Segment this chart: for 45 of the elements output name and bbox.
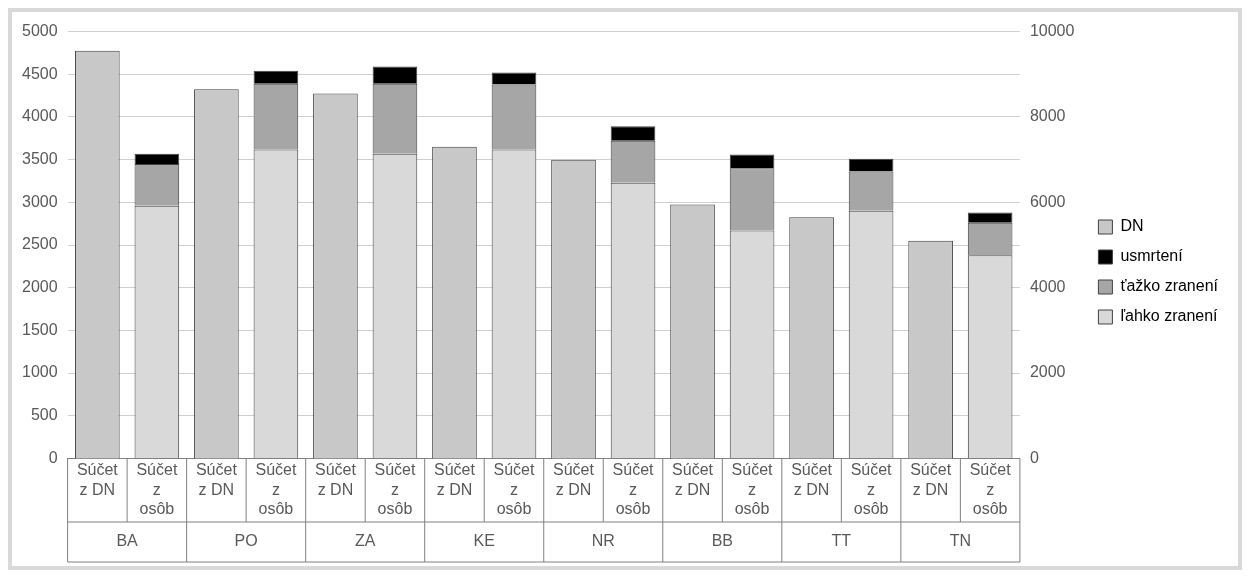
text: BA	[116, 532, 139, 550]
x-tick-label: Súčet z DN	[553, 461, 595, 498]
text: NR	[591, 532, 615, 550]
x-tick-label: Súčet z DN	[314, 461, 357, 498]
legend-label: usmrtení	[1120, 247, 1184, 265]
y-tick-label: 3000	[22, 192, 58, 210]
y2-tick-label: 8000	[1029, 107, 1066, 125]
y-tick-label: 5000	[22, 22, 58, 40]
y-tick-label: 3500	[22, 150, 58, 168]
y2-tick-label: 6000	[1029, 192, 1066, 210]
y-tick-label: 0	[48, 448, 58, 466]
x-tick-label: Súčet z osôb	[731, 461, 774, 517]
x-tick-label: Súčet z DN	[910, 461, 952, 498]
text: TN	[949, 532, 972, 550]
y-tick-label: 2500	[22, 235, 58, 253]
y2-tick-label: 0	[1029, 448, 1039, 466]
x-tick-label: Súčet z DN	[76, 461, 119, 498]
y-tick-label: 2000	[22, 278, 58, 296]
x-tick-label: Súčet z osôb	[374, 461, 416, 517]
y-tick-label: 500	[30, 406, 58, 424]
y2-tick-label: 4000	[1029, 278, 1066, 296]
y-tick-label: 4500	[22, 64, 58, 82]
legend-label: ľahko zranení	[1120, 307, 1219, 325]
x-tick-label: Súčet z DN	[434, 461, 476, 498]
x-tick-label: Súčet z osôb	[612, 461, 655, 517]
x-tick-label: Súčet z DN	[195, 461, 238, 498]
x-tick-label: Súčet z osôb	[493, 461, 535, 517]
y-tick-label: 4000	[22, 107, 58, 125]
x-tick-label: Súčet z osôb	[850, 461, 893, 517]
y2-tick-label: 2000	[1029, 363, 1066, 381]
text: PO	[234, 532, 258, 550]
text: ZA	[354, 532, 376, 550]
y2-tick-label: 10000	[1029, 22, 1075, 40]
x-tick-label: Súčet z osôb	[255, 461, 297, 517]
text: TT	[831, 532, 852, 550]
legend-label: ťažko zranení	[1120, 277, 1219, 295]
x-tick-label: Súčet z DN	[791, 461, 833, 498]
y-tick-label: 1500	[22, 320, 58, 338]
text: KE	[473, 532, 495, 550]
text: BB	[711, 532, 733, 550]
y-tick-label: 1000	[22, 363, 58, 381]
legend-label: DN	[1120, 217, 1144, 235]
x-tick-label: Súčet z osôb	[136, 461, 178, 517]
x-tick-label: Súčet z osôb	[969, 461, 1012, 517]
x-tick-label: Súčet z DN	[672, 461, 714, 498]
